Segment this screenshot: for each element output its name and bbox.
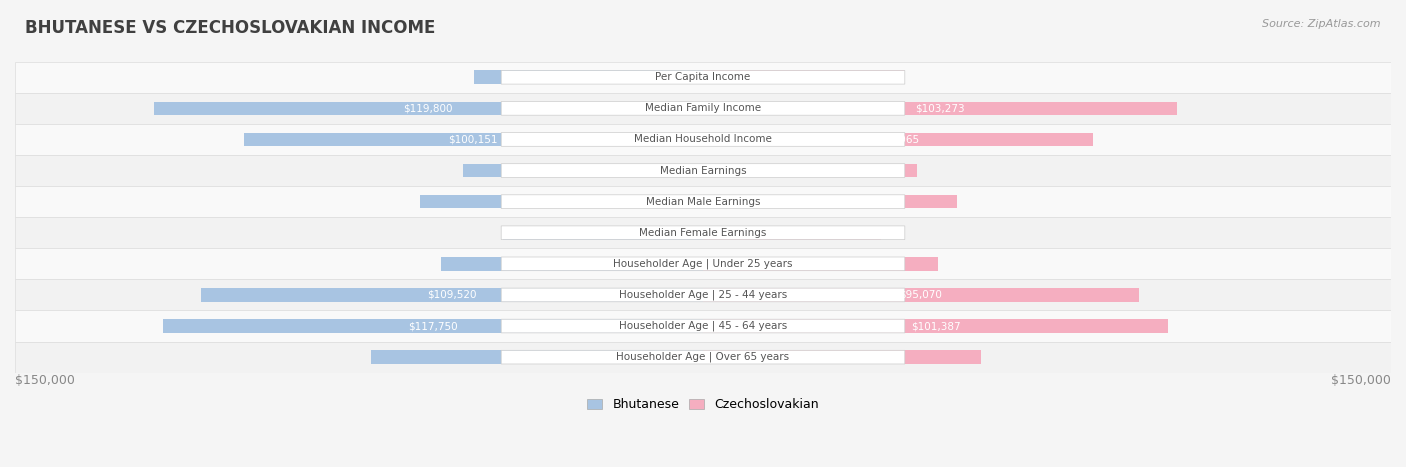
Text: $38,738: $38,738 bbox=[770, 228, 814, 238]
Text: Median Male Earnings: Median Male Earnings bbox=[645, 197, 761, 207]
Text: $57,078: $57,078 bbox=[551, 259, 593, 269]
Text: Householder Age | 25 - 44 years: Householder Age | 25 - 44 years bbox=[619, 290, 787, 300]
Text: $43,648: $43,648 bbox=[581, 228, 624, 238]
FancyBboxPatch shape bbox=[501, 288, 905, 302]
Bar bbox=[503, 226, 703, 240]
FancyBboxPatch shape bbox=[501, 195, 905, 208]
Text: $95,070: $95,070 bbox=[900, 290, 942, 300]
Bar bbox=[703, 164, 917, 177]
Bar bbox=[201, 288, 703, 302]
Text: Median Earnings: Median Earnings bbox=[659, 165, 747, 176]
Text: Median Family Income: Median Family Income bbox=[645, 103, 761, 113]
Bar bbox=[15, 62, 1391, 93]
Bar bbox=[163, 319, 703, 333]
FancyBboxPatch shape bbox=[501, 319, 905, 333]
Bar bbox=[15, 124, 1391, 155]
Bar bbox=[243, 133, 703, 146]
Text: BHUTANESE VS CZECHOSLOVAKIAN INCOME: BHUTANESE VS CZECHOSLOVAKIAN INCOME bbox=[25, 19, 436, 37]
Text: $43,806: $43,806 bbox=[782, 72, 825, 82]
Bar bbox=[15, 186, 1391, 217]
Bar bbox=[15, 155, 1391, 186]
Bar bbox=[703, 257, 938, 271]
Text: Per Capita Income: Per Capita Income bbox=[655, 72, 751, 82]
FancyBboxPatch shape bbox=[501, 101, 905, 115]
FancyBboxPatch shape bbox=[501, 350, 905, 364]
Bar bbox=[703, 195, 957, 208]
FancyBboxPatch shape bbox=[501, 71, 905, 84]
Bar bbox=[703, 133, 1092, 146]
Text: Householder Age | Over 65 years: Householder Age | Over 65 years bbox=[616, 352, 790, 362]
FancyBboxPatch shape bbox=[501, 164, 905, 177]
Bar bbox=[441, 257, 703, 271]
Bar bbox=[703, 71, 904, 84]
Bar bbox=[474, 71, 703, 84]
Text: $84,965: $84,965 bbox=[876, 134, 920, 144]
Text: $119,800: $119,800 bbox=[404, 103, 453, 113]
Bar bbox=[15, 93, 1391, 124]
Text: $72,288: $72,288 bbox=[516, 352, 558, 362]
Bar bbox=[15, 248, 1391, 279]
Bar bbox=[703, 288, 1139, 302]
Text: $100,151: $100,151 bbox=[449, 134, 498, 144]
Bar bbox=[15, 311, 1391, 341]
Text: $52,297: $52,297 bbox=[561, 165, 605, 176]
Text: $150,000: $150,000 bbox=[1331, 374, 1391, 387]
Text: $55,382: $55,382 bbox=[808, 197, 852, 207]
Text: $101,387: $101,387 bbox=[911, 321, 960, 331]
Text: $60,581: $60,581 bbox=[821, 352, 863, 362]
Text: Median Household Income: Median Household Income bbox=[634, 134, 772, 144]
Text: $117,750: $117,750 bbox=[408, 321, 458, 331]
Bar bbox=[703, 350, 981, 364]
Bar bbox=[15, 341, 1391, 373]
Text: Householder Age | Under 25 years: Householder Age | Under 25 years bbox=[613, 259, 793, 269]
Bar bbox=[703, 101, 1177, 115]
Text: $49,894: $49,894 bbox=[567, 72, 610, 82]
Bar bbox=[420, 195, 703, 208]
Bar bbox=[703, 226, 880, 240]
FancyBboxPatch shape bbox=[501, 226, 905, 240]
Bar bbox=[371, 350, 703, 364]
Text: $103,273: $103,273 bbox=[915, 103, 965, 113]
Text: $61,759: $61,759 bbox=[540, 197, 583, 207]
Text: $46,658: $46,658 bbox=[789, 165, 831, 176]
Legend: Bhutanese, Czechoslovakian: Bhutanese, Czechoslovakian bbox=[582, 393, 824, 416]
Bar bbox=[15, 217, 1391, 248]
FancyBboxPatch shape bbox=[501, 257, 905, 271]
Text: $150,000: $150,000 bbox=[15, 374, 75, 387]
Text: Source: ZipAtlas.com: Source: ZipAtlas.com bbox=[1263, 19, 1381, 28]
Bar bbox=[153, 101, 703, 115]
Bar bbox=[703, 319, 1168, 333]
Text: $51,224: $51,224 bbox=[799, 259, 842, 269]
Bar bbox=[15, 279, 1391, 311]
Text: Householder Age | 45 - 64 years: Householder Age | 45 - 64 years bbox=[619, 321, 787, 331]
Bar bbox=[463, 164, 703, 177]
Text: Median Female Earnings: Median Female Earnings bbox=[640, 228, 766, 238]
FancyBboxPatch shape bbox=[501, 133, 905, 146]
Text: $109,520: $109,520 bbox=[427, 290, 477, 300]
